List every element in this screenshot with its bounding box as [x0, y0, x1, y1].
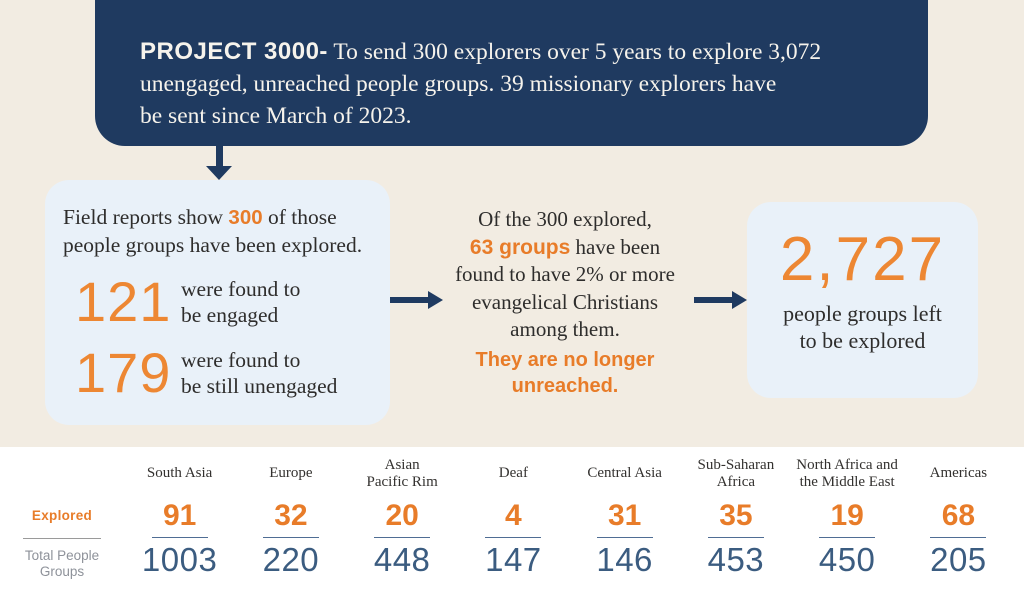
remaining-card: 2,727 people groups left to be explored — [747, 202, 978, 398]
region-name: Europe — [269, 465, 313, 481]
explored-value: 32 — [274, 499, 308, 532]
column-divider — [819, 537, 876, 538]
column-divider — [151, 537, 208, 538]
column-divider — [262, 537, 319, 538]
flow-conclusion: They are no longer unreached. — [475, 348, 655, 397]
region-name: Asian Pacific Rim — [366, 456, 438, 490]
explored-value: 19 — [830, 499, 864, 532]
region-name: North Africa and the Middle East — [796, 456, 898, 490]
region-name: Central Asia — [587, 465, 662, 481]
total-value: 448 — [373, 541, 431, 578]
explored-value: 4 — [505, 499, 522, 532]
down-arrow-icon — [206, 146, 232, 180]
column-divider — [596, 537, 653, 538]
region-column-south-asia: South Asia 91 1003 — [124, 455, 235, 580]
explored-summary-card: Field reports show 300 of those people g… — [45, 180, 390, 425]
total-value: 205 — [930, 541, 987, 578]
explored-value: 68 — [941, 499, 976, 532]
total-value: 453 — [707, 541, 765, 578]
intro-text: Field reports show — [63, 205, 229, 229]
total-value: 147 — [485, 541, 542, 578]
total-value: 1003 — [141, 541, 218, 578]
intro-highlight-300: 300 — [228, 206, 263, 229]
right-arrow-icon — [694, 291, 747, 309]
banner-text-line2: unengaged, unreached people groups. 39 m… — [140, 71, 777, 97]
stat-value-engaged: 121 — [75, 270, 172, 333]
stat-value-unengaged: 179 — [75, 341, 172, 404]
region-column-central-asia: Central Asia 31 146 — [569, 455, 680, 580]
region-column-europe: Europe 32 220 — [235, 455, 346, 580]
region-column-north-africa-middle-east: North Africa and the Middle East 19 450 — [792, 455, 903, 580]
intro-text-line2: people groups have been explored. — [63, 232, 363, 257]
remaining-value: 2,727 — [779, 225, 946, 294]
total-value: 220 — [262, 541, 320, 578]
stat-label-unengaged: were found to be still unengaged — [181, 348, 338, 398]
intro-text-after: of those — [262, 205, 337, 229]
row-label-explored: Explored — [31, 508, 93, 523]
banner-title: PROJECT 3000- — [140, 38, 328, 65]
explored-value: 20 — [385, 499, 419, 532]
remaining-caption: people groups left to be explored — [783, 301, 942, 353]
column-divider — [707, 537, 764, 538]
explored-value: 91 — [162, 499, 197, 532]
row-label-divider — [23, 538, 101, 539]
region-name: Deaf — [498, 465, 528, 481]
no-longer-unreached-text: Of the 300 explored, 63 groups have been… — [440, 206, 690, 399]
flow-line2: have been — [570, 234, 661, 259]
stat-engaged: 121 were found to be engaged — [63, 274, 376, 330]
banner-text-line1: To send 300 explorers over 5 years to ex… — [327, 39, 822, 65]
region-name: Sub-Saharan Africa — [697, 456, 775, 490]
column-divider — [374, 537, 431, 538]
column-divider — [930, 537, 987, 538]
flow-line4: evangelical Christians — [471, 289, 659, 314]
region-table: Explored Total People Groups South Asia … — [0, 455, 1014, 580]
project-banner: PROJECT 3000- To send 300 explorers over… — [95, 0, 928, 146]
banner-text-line3: be sent since March of 2023. — [140, 103, 412, 129]
row-label-total: Total People Groups — [24, 548, 100, 579]
explored-value: 31 — [607, 499, 642, 532]
region-column-deaf: Deaf 4 147 — [458, 455, 569, 580]
flow-line1: Of the 300 explored, — [478, 207, 652, 231]
bottom-section-background — [0, 447, 1024, 608]
flow-line3: found to have 2% or more — [455, 262, 675, 286]
explored-intro: Field reports show 300 of those people g… — [63, 204, 376, 259]
total-value: 146 — [596, 541, 653, 578]
flow-line5: among them. — [510, 317, 620, 341]
stat-label-engaged: were found to be engaged — [181, 277, 301, 327]
column-divider — [485, 537, 542, 538]
total-value: 450 — [818, 541, 876, 578]
explored-value: 35 — [719, 499, 753, 532]
row-labels: Explored Total People Groups — [0, 455, 124, 580]
region-column-sub-saharan-africa: Sub-Saharan Africa 35 453 — [680, 455, 791, 580]
stat-unengaged: 179 were found to be still unengaged — [63, 345, 376, 401]
region-name: Americas — [929, 465, 988, 481]
right-arrow-icon — [390, 291, 443, 309]
region-name: South Asia — [146, 465, 213, 481]
region-column-asian-pacific-rim: Asian Pacific Rim 20 448 — [347, 455, 458, 580]
region-column-americas: Americas 68 205 — [903, 455, 1014, 580]
flow-highlight-63-groups: 63 groups — [469, 235, 571, 259]
